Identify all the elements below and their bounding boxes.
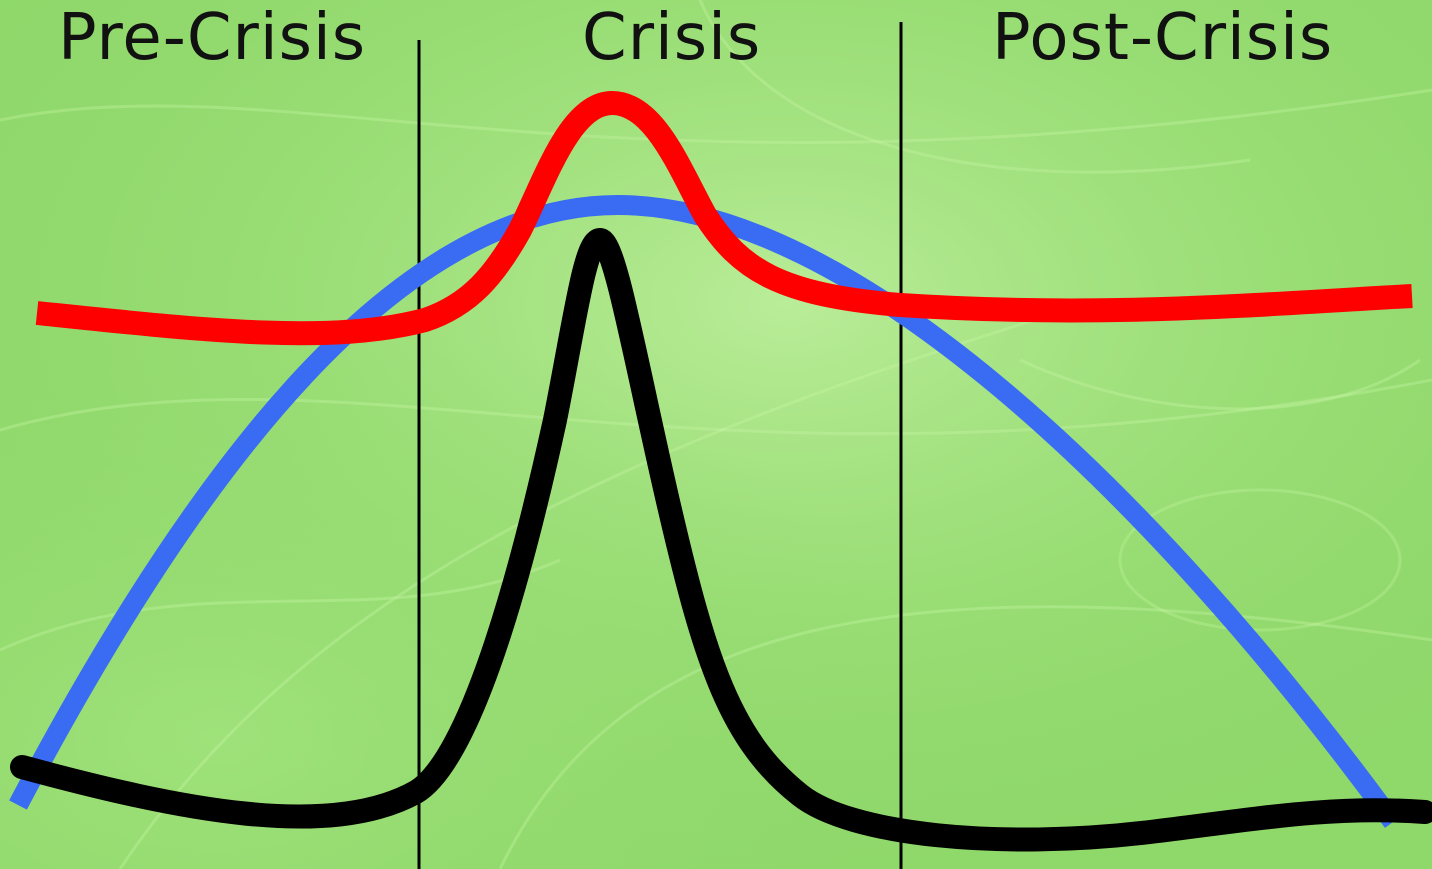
phase-label-crisis: Crisis: [582, 1, 762, 75]
phase-label-post-crisis: Post-Crisis: [992, 1, 1334, 75]
curve-black: [10, 228, 1432, 852]
curve-blue: [9, 194, 1402, 828]
phase-label-pre-crisis: Pre-Crisis: [58, 1, 367, 75]
curve-red: [35, 91, 1413, 346]
